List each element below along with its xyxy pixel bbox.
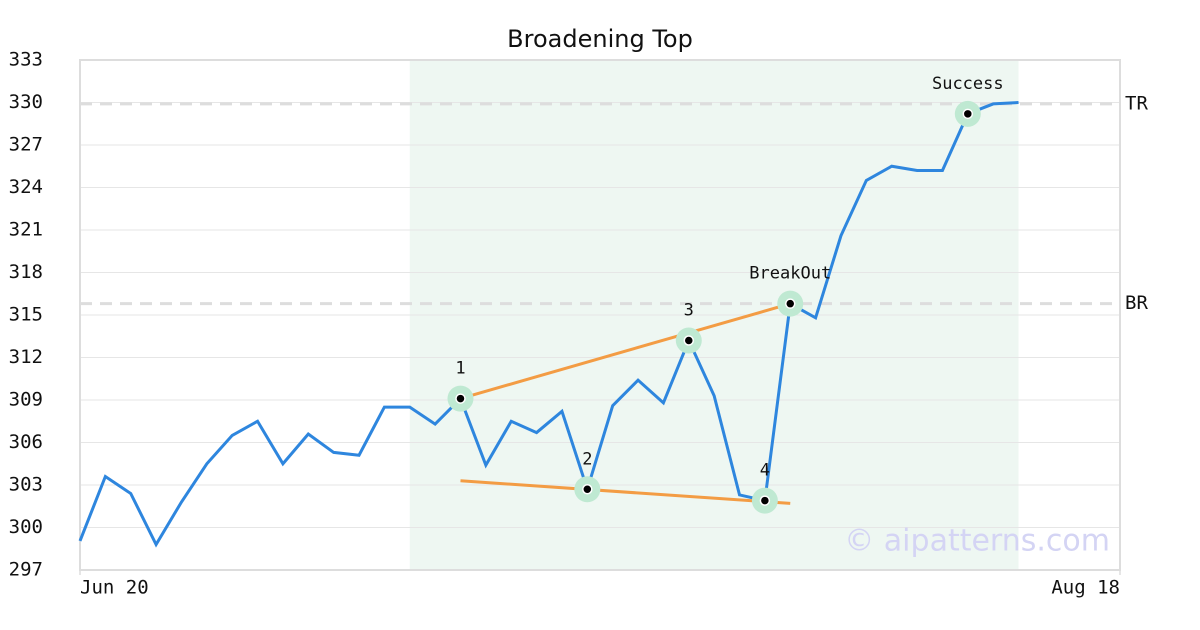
y-tick-label: 306 — [9, 431, 43, 453]
point-label: 4 — [760, 461, 770, 481]
point-label: 1 — [455, 359, 465, 379]
point-dot — [683, 335, 695, 346]
plot-frame — [79, 59, 1121, 571]
x-tick-label: Aug 18 — [1051, 577, 1120, 599]
point-label: 2 — [582, 449, 592, 469]
y-tick-label: 321 — [9, 219, 43, 241]
watermark: © aipatterns.com — [844, 524, 1110, 559]
level-label: BR — [1125, 292, 1148, 314]
y-tick-label: 333 — [9, 49, 43, 71]
trend-line — [460, 479, 791, 505]
point-dot — [582, 484, 593, 495]
y-tick-label: 318 — [9, 261, 43, 283]
y-tick-label: 300 — [9, 516, 43, 538]
x-tick-label: Jun 20 — [80, 577, 149, 599]
trend-line — [460, 302, 791, 401]
point-label: BreakOut — [749, 264, 831, 284]
point-dot — [759, 495, 771, 506]
point-label: 3 — [684, 301, 694, 321]
point-label: Success — [932, 74, 1004, 94]
y-tick-label: 324 — [9, 176, 43, 198]
y-tick-label: 315 — [9, 304, 43, 326]
price-line — [78, 101, 1019, 548]
point-dot — [455, 393, 466, 404]
level-label: TR — [1125, 92, 1148, 114]
y-tick-label: 303 — [9, 474, 43, 496]
point-dot — [784, 298, 796, 309]
y-tick-label: 297 — [9, 559, 43, 581]
y-tick-label: 312 — [9, 346, 43, 368]
y-tick-label: 327 — [9, 134, 43, 156]
point-dot — [962, 108, 974, 120]
chart-title: Broadening Top — [507, 25, 693, 53]
y-tick-label: 309 — [9, 389, 43, 411]
y-tick-label: 330 — [9, 91, 43, 113]
